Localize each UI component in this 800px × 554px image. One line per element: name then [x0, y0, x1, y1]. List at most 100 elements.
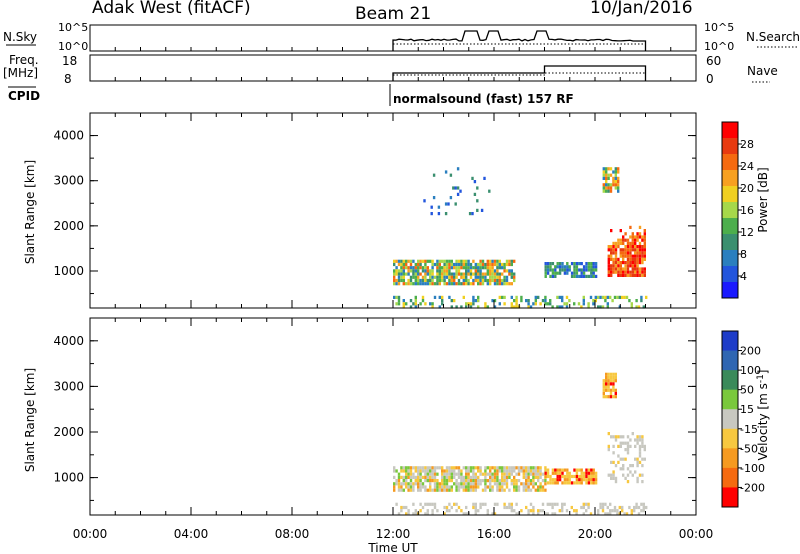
- echo-cell: [522, 472, 525, 476]
- echo-cell: [441, 485, 444, 489]
- echo-cell: [445, 269, 449, 273]
- echo-cell: [556, 271, 559, 275]
- echo-cell: [462, 272, 465, 276]
- echo-cell: [635, 502, 638, 506]
- echo-cell: [638, 435, 642, 439]
- echo-cell: [643, 273, 646, 277]
- echo-cell: [626, 448, 630, 452]
- echo-cell: [522, 482, 525, 486]
- echo-cell: [558, 271, 562, 275]
- echo-cell: [549, 474, 552, 479]
- echo-cell: [527, 299, 530, 303]
- echo-cell: [551, 468, 555, 472]
- echo-cell: [462, 512, 465, 516]
- echo-cell: [414, 479, 417, 483]
- echo-cell: [633, 509, 636, 513]
- echo-cell: [402, 282, 405, 286]
- echo-cell: [510, 466, 513, 470]
- echo-cell: [602, 189, 605, 193]
- echo-cell: [626, 270, 630, 274]
- echo-cell: [472, 488, 475, 492]
- echo-cell: [426, 475, 429, 479]
- echo-cell: [561, 481, 564, 485]
- echo-cell: [400, 259, 403, 263]
- echo-cell: [472, 479, 475, 483]
- echo-cell: [607, 444, 610, 448]
- echo-cell: [421, 505, 425, 510]
- echo-cell: [459, 189, 462, 193]
- echo-cell: [455, 269, 458, 273]
- echo-cell: [629, 235, 632, 239]
- echo-cell: [484, 466, 487, 470]
- echo-cell: [508, 466, 511, 470]
- echo-cell: [462, 275, 465, 279]
- echo-cell: [568, 478, 571, 482]
- echo-cell: [607, 382, 610, 386]
- echo-cell: [488, 189, 491, 193]
- echo-cell: [638, 254, 642, 258]
- echo-cell: [432, 196, 436, 200]
- echo-cell: [409, 472, 413, 476]
- echo-cell: [609, 167, 613, 171]
- echo-cell: [510, 479, 513, 483]
- echo-cell: [605, 173, 608, 177]
- echo-cell: [634, 444, 637, 448]
- echo-cell: [436, 266, 439, 270]
- echo-cell: [568, 481, 571, 485]
- echo-cell: [614, 241, 618, 245]
- echo-cell: [441, 275, 444, 279]
- echo-cell: [561, 505, 564, 510]
- echo-cell: [496, 482, 499, 486]
- echo-cell: [575, 478, 579, 482]
- echo-cell: [532, 472, 535, 476]
- echo-cell: [503, 488, 506, 492]
- echo-cell: [412, 302, 415, 306]
- echo-cell: [558, 478, 562, 482]
- echo-cell: [636, 235, 639, 239]
- echo-cell: [433, 472, 437, 476]
- echo-cell: [573, 265, 576, 269]
- echo-cell: [638, 473, 642, 477]
- echo-cell: [558, 295, 561, 299]
- echo-cell: [558, 468, 562, 472]
- y-tick-label: 1000: [53, 471, 84, 485]
- echo-cell: [638, 251, 642, 255]
- echo-cell: [426, 479, 429, 483]
- echo-cell: [479, 262, 482, 267]
- echo-cell: [431, 472, 434, 476]
- echo-cell: [575, 468, 579, 472]
- echo-cell: [501, 469, 504, 473]
- echo-cell: [612, 473, 615, 477]
- echo-cell: [417, 262, 420, 267]
- echo-cell: [429, 302, 432, 306]
- echo-cell: [462, 479, 465, 483]
- echo-cell: [450, 266, 453, 270]
- echo-cell: [496, 488, 499, 492]
- y-tick-label: 3000: [53, 379, 84, 393]
- echo-cell: [636, 270, 639, 274]
- echo-cell: [582, 502, 585, 506]
- echo-cell: [455, 262, 458, 267]
- echo-cell: [450, 299, 453, 303]
- echo-cell: [493, 469, 497, 473]
- echo-cell: [634, 235, 637, 239]
- echo-cell: [636, 238, 639, 242]
- echo-cell: [436, 282, 439, 286]
- echo-cell: [607, 176, 610, 180]
- echo-cell: [505, 472, 509, 476]
- echo-cell: [457, 469, 461, 473]
- echo-cell: [527, 302, 530, 306]
- echo-cell: [472, 482, 475, 486]
- echo-cell: [455, 266, 458, 270]
- echo-cell: [417, 488, 420, 492]
- echo-cell: [493, 466, 497, 470]
- echo-cell: [453, 475, 456, 479]
- echo-cell: [465, 482, 468, 486]
- echo-cell: [510, 262, 513, 267]
- echo-cell: [537, 509, 540, 513]
- echo-cell: [610, 251, 613, 255]
- echo-cell: [622, 270, 625, 274]
- echo-cell: [624, 457, 627, 461]
- echo-cell: [622, 467, 625, 471]
- echo-cell: [605, 395, 608, 399]
